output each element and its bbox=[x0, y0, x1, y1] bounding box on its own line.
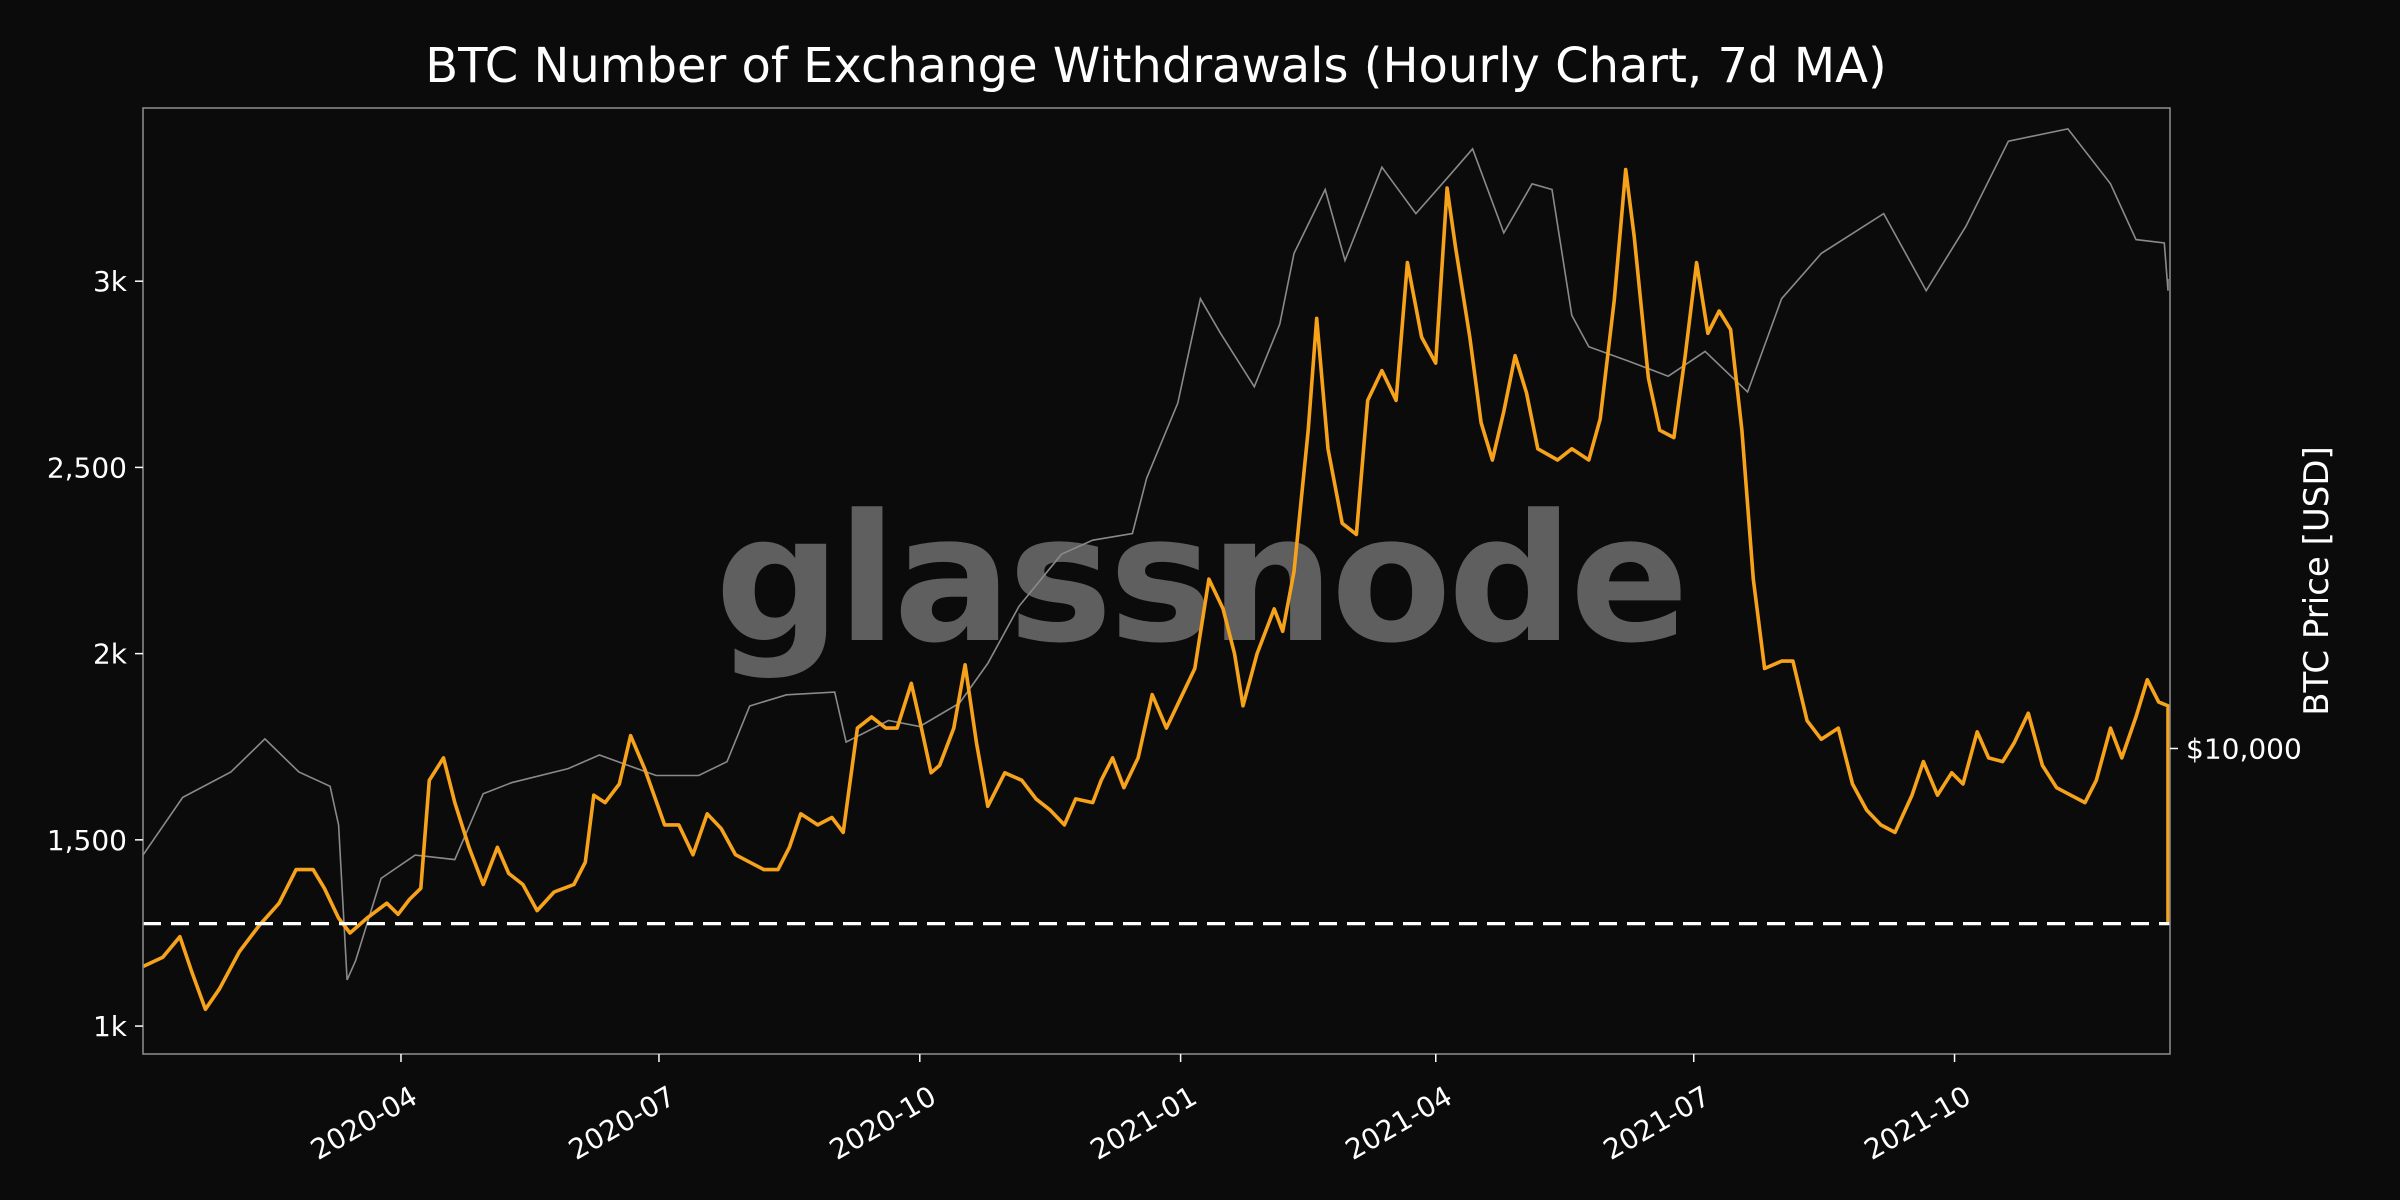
right-axis-ticks: $10,000 bbox=[2170, 732, 2302, 765]
left-axis-tick-label: 1k bbox=[93, 1010, 128, 1043]
plot-background bbox=[143, 108, 2170, 1054]
left-axis-tick-label: 1,500 bbox=[47, 824, 127, 857]
series-btc-price-line bbox=[142, 128, 2169, 981]
series-withdrawals-line bbox=[142, 167, 2170, 1012]
chart-title: BTC Number of Exchange Withdrawals (Hour… bbox=[425, 38, 1887, 94]
plot-frame bbox=[142, 107, 2171, 1055]
left-axis-ticks: 1k 1,500 2k 2,500 3k bbox=[47, 265, 143, 1043]
plot-area: glassnode bbox=[142, 107, 2171, 1055]
left-axis-tick-label: 2k bbox=[93, 638, 128, 671]
left-axis-tick-label: 2,500 bbox=[47, 451, 127, 484]
right-axis-label: BTC Price [USD] bbox=[2297, 446, 2337, 716]
watermark-logo: glassnode bbox=[715, 477, 1685, 682]
right-axis-tick-label: $10,000 bbox=[2186, 732, 2302, 765]
left-axis-tick-label: 3k bbox=[93, 265, 128, 298]
